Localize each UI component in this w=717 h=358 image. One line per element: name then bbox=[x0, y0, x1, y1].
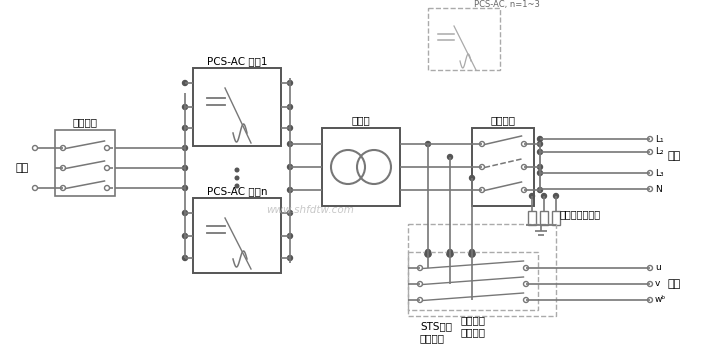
Circle shape bbox=[235, 184, 239, 188]
Circle shape bbox=[288, 141, 293, 146]
Circle shape bbox=[288, 164, 293, 169]
Circle shape bbox=[235, 168, 239, 172]
Text: 交流浪涌保护器: 交流浪涌保护器 bbox=[560, 209, 601, 219]
Text: 直流开关: 直流开关 bbox=[72, 117, 98, 127]
Circle shape bbox=[288, 81, 293, 86]
Text: PCS-AC, n=1~3: PCS-AC, n=1~3 bbox=[474, 0, 540, 10]
Circle shape bbox=[183, 81, 188, 86]
Circle shape bbox=[183, 145, 188, 150]
Text: （选配）: （选配） bbox=[420, 333, 445, 343]
Circle shape bbox=[288, 233, 293, 238]
Circle shape bbox=[538, 136, 543, 141]
Circle shape bbox=[538, 188, 543, 193]
Text: 交流开关: 交流开关 bbox=[490, 115, 516, 125]
Circle shape bbox=[288, 188, 293, 193]
Circle shape bbox=[183, 256, 188, 261]
Circle shape bbox=[183, 165, 188, 170]
Bar bbox=[472, 128, 534, 206]
Circle shape bbox=[447, 155, 452, 160]
Circle shape bbox=[541, 194, 546, 198]
Circle shape bbox=[469, 251, 475, 257]
Bar bbox=[193, 198, 281, 273]
Circle shape bbox=[183, 233, 188, 238]
Circle shape bbox=[288, 105, 293, 110]
Bar bbox=[193, 68, 281, 146]
Text: PCS-AC 模块1: PCS-AC 模块1 bbox=[206, 56, 267, 66]
Text: u: u bbox=[655, 263, 661, 272]
Bar bbox=[408, 252, 538, 310]
Bar bbox=[408, 224, 556, 316]
Text: PCS-AC 模块n: PCS-AC 模块n bbox=[206, 186, 267, 196]
Text: STS模块: STS模块 bbox=[420, 321, 452, 331]
Circle shape bbox=[538, 170, 543, 175]
Circle shape bbox=[183, 211, 188, 216]
Text: 电池: 电池 bbox=[15, 163, 29, 173]
Bar bbox=[552, 211, 560, 225]
Circle shape bbox=[470, 250, 475, 255]
Circle shape bbox=[554, 194, 559, 198]
Circle shape bbox=[183, 126, 188, 131]
Circle shape bbox=[288, 126, 293, 131]
Circle shape bbox=[470, 175, 475, 180]
Circle shape bbox=[538, 141, 543, 146]
Bar bbox=[540, 211, 548, 225]
Text: N: N bbox=[655, 184, 662, 194]
Bar bbox=[55, 130, 115, 196]
Bar bbox=[428, 8, 500, 70]
Text: L₂: L₂ bbox=[655, 147, 664, 156]
Text: 负载: 负载 bbox=[668, 151, 681, 161]
Circle shape bbox=[425, 250, 430, 255]
Text: v: v bbox=[655, 280, 660, 289]
Circle shape bbox=[425, 251, 431, 257]
Bar bbox=[528, 211, 536, 225]
Circle shape bbox=[235, 176, 239, 180]
Text: wᵇ: wᵇ bbox=[655, 295, 666, 305]
Circle shape bbox=[538, 164, 543, 169]
Circle shape bbox=[447, 250, 452, 255]
Circle shape bbox=[529, 194, 534, 198]
Circle shape bbox=[447, 251, 453, 257]
Circle shape bbox=[425, 141, 430, 146]
Circle shape bbox=[183, 185, 188, 190]
Circle shape bbox=[183, 105, 188, 110]
Text: （选配）: （选配） bbox=[460, 327, 485, 337]
Circle shape bbox=[288, 256, 293, 261]
Text: www.shfdtw.com: www.shfdtw.com bbox=[266, 205, 354, 215]
Circle shape bbox=[538, 150, 543, 155]
Text: 变压器: 变压器 bbox=[351, 115, 371, 125]
Bar bbox=[322, 128, 400, 206]
Text: 电网: 电网 bbox=[668, 279, 681, 289]
Circle shape bbox=[288, 211, 293, 216]
Text: 交流开关: 交流开关 bbox=[460, 315, 485, 325]
Text: L₁: L₁ bbox=[655, 135, 664, 144]
Text: L₃: L₃ bbox=[655, 169, 664, 178]
